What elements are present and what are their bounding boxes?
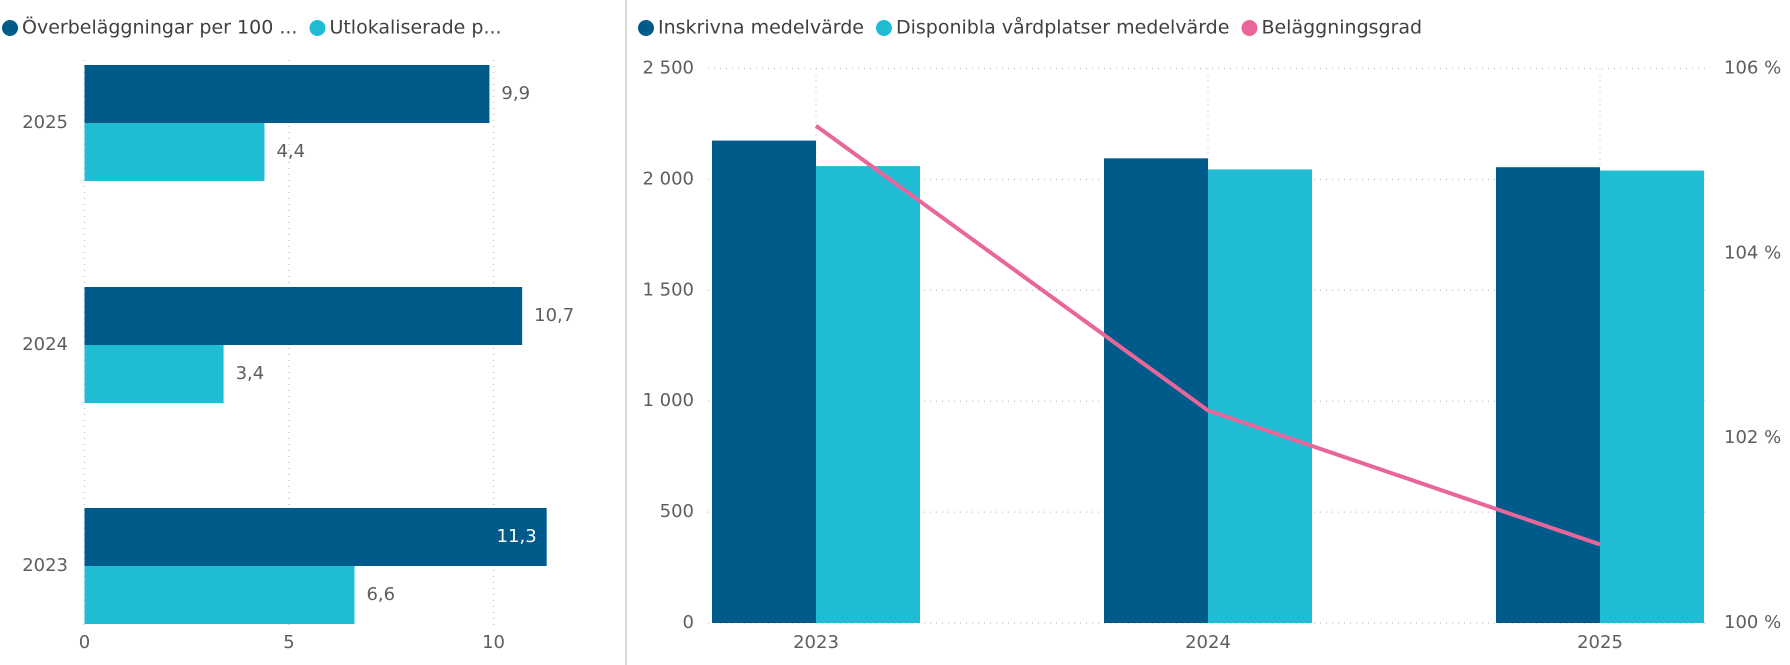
bar [712,140,816,623]
y-tick-label: 2 000 [642,168,694,189]
bar [84,508,547,566]
data-label: 9,9 [501,83,530,104]
bar [1496,167,1600,624]
legend-label: Överbeläggningar per 100 ... [22,16,297,39]
y2-tick-label: 100 % [1724,612,1781,633]
line [814,124,1601,547]
legend-label: Disponibla vårdplatser medelvärde [896,16,1229,39]
y-tick-label: 1 500 [642,279,694,300]
data-label: 6,6 [366,584,395,605]
legend-marker [875,20,892,36]
y-tick-label: 500 [660,501,694,522]
data-label: 4,4 [276,141,305,162]
y-tick-label: 1 000 [642,390,694,411]
bar [1208,169,1312,623]
data-label: 11,3 [497,526,537,547]
bar [816,166,920,624]
data-label: 3,4 [236,363,265,384]
y2-tick-label: 106 % [1724,58,1781,79]
bar [84,566,355,624]
legend-marker [1241,20,1258,36]
y-tick-label: 2023 [22,555,68,576]
y2-tick-label: 102 % [1724,427,1781,448]
x-tick-label: 2023 [793,632,839,653]
data-label: 10,7 [534,305,574,326]
legend-label: Inskrivna medelvärde [658,17,864,39]
legend-label: Utlokaliserade p... [329,17,501,39]
bar [84,345,224,403]
x-tick-label: 5 [283,632,294,653]
bar [1104,158,1208,624]
y-tick-label: 2 500 [642,58,694,79]
x-tick-label: 2025 [1577,632,1623,653]
legend-marker [638,20,654,36]
bar [84,65,490,123]
legend-marker [2,20,18,36]
y-tick-label: 2024 [22,334,68,355]
x-tick-label: 2024 [1185,632,1231,653]
y2-tick-label: 104 % [1724,242,1781,263]
bar [84,123,265,181]
y-tick-label: 0 [683,612,694,633]
legend-label: Beläggningsgrad [1261,17,1422,39]
bar [84,287,523,345]
x-tick-label: 0 [79,632,90,653]
y-tick-label: 2025 [22,112,68,133]
bar [1600,170,1704,623]
legend-marker [309,20,326,36]
x-tick-label: 10 [482,632,505,653]
